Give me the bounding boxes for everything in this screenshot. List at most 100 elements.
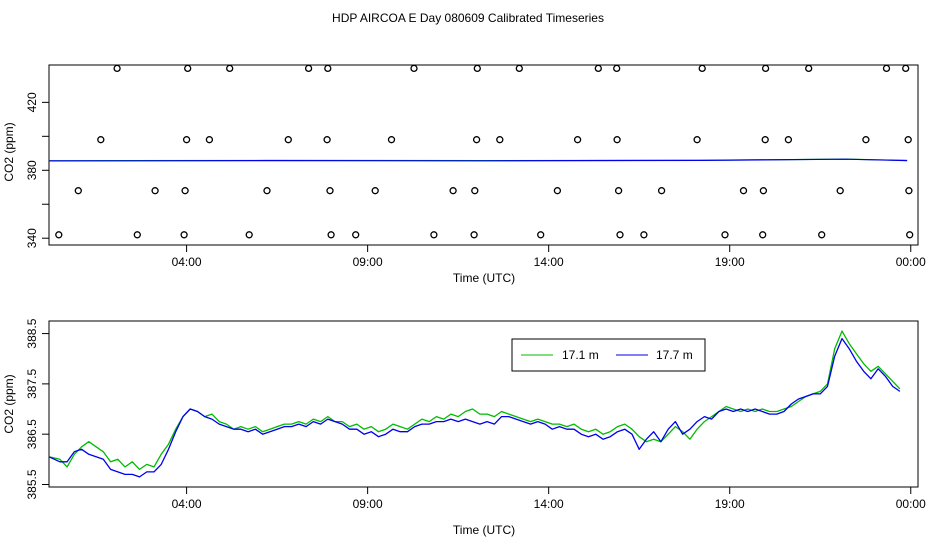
upper-y-axis-label: CO2 (ppm) <box>2 122 16 181</box>
upper-x-tick-label: 09:00 <box>353 255 383 269</box>
lower-x-tick-label: 14:00 <box>534 497 564 511</box>
scatter-point <box>304 64 313 73</box>
lower-y-tick-label: 385.5 <box>25 469 39 499</box>
scatter-point <box>818 231 826 239</box>
lower-plot-frame <box>48 320 919 488</box>
scatter-point <box>594 64 602 73</box>
scatter-point <box>151 187 159 195</box>
scatter-point <box>472 136 481 144</box>
lower-x-axis: 04:00 09:00 14:00 19:00 00:00 <box>172 487 926 511</box>
chart-title: HDP AIRCOA E Day 080609 Calibrated Times… <box>332 11 604 25</box>
scatter-point <box>182 136 191 144</box>
scatter-point <box>761 136 769 144</box>
scatter-point <box>784 136 793 144</box>
upper-y-tick-label: 340 <box>25 228 39 248</box>
upper-plot-frame <box>48 64 919 246</box>
scatter-point <box>862 136 870 144</box>
lower-x-tick-label: 19:00 <box>715 497 745 511</box>
upper-x-tick-label: 04:00 <box>172 255 202 269</box>
scatter-point <box>657 187 666 195</box>
scatter-point <box>721 231 729 239</box>
scatter-point <box>613 64 621 73</box>
scatter-point <box>133 231 141 239</box>
scatter-point <box>759 231 767 239</box>
scatter-point <box>387 136 396 144</box>
scatter-point <box>553 187 562 195</box>
scatter-point <box>613 136 621 144</box>
upper-x-tick-label: 14:00 <box>534 255 564 269</box>
scatter-point <box>352 231 360 239</box>
legend-label-17-1m: 17.1 m <box>562 348 599 362</box>
scatter-point <box>805 64 813 73</box>
lower-x-axis-label: Time (UTC) <box>453 523 515 537</box>
scatter-point <box>693 136 701 144</box>
upper-x-axis-label: Time (UTC) <box>453 271 515 285</box>
upper-y-tick-label: 420 <box>25 92 39 112</box>
lower-x-tick-label: 09:00 <box>353 497 383 511</box>
upper-series-lines <box>48 158 908 162</box>
scatter-point <box>537 231 545 239</box>
scatter-point <box>226 64 234 73</box>
lower-y-tick-label: 386.5 <box>25 419 39 449</box>
scatter-point <box>904 136 912 144</box>
upper-panel: 340 380 420 04:00 09:00 14:00 19:00 00:00 Time… <box>2 64 926 285</box>
scatter-point <box>640 231 648 239</box>
scatter-point <box>327 231 335 239</box>
scatter-point <box>74 187 82 195</box>
scatter-point <box>616 231 624 239</box>
scatter-point <box>184 64 192 73</box>
scatter-point <box>739 187 748 195</box>
scatter-point <box>245 231 253 239</box>
scatter-point <box>496 136 504 144</box>
lower-y-tick-label: 387.5 <box>25 369 39 399</box>
scatter-point <box>902 64 910 73</box>
upper-x-tick-label: 19:00 <box>715 255 745 269</box>
upper-y-tick-label: 380 <box>25 160 39 180</box>
scatter-point <box>836 187 844 195</box>
scatter-point <box>761 64 770 73</box>
scatter-point <box>371 187 379 195</box>
upper-y-axis: 340 380 420 <box>25 92 49 248</box>
lower-series-lines <box>48 330 901 478</box>
upper-scatter-points <box>55 64 914 239</box>
scatter-point <box>410 64 418 73</box>
scatter-point <box>430 231 438 239</box>
lower-y-axis: 385.5 386.5 387.5 388.5 <box>25 318 49 500</box>
lower-y-axis-label: CO2 (ppm) <box>2 374 16 433</box>
scatter-point <box>180 231 188 239</box>
scatter-point <box>614 187 623 195</box>
scatter-point <box>113 64 121 73</box>
lower-y-tick-label: 388.5 <box>25 318 39 348</box>
scatter-point <box>759 187 768 195</box>
lower-series-line-2 <box>48 337 901 478</box>
scatter-point <box>905 187 913 195</box>
scatter-point <box>181 187 189 195</box>
legend-label-17-7m: 17.7 m <box>656 348 693 362</box>
scatter-point <box>263 187 271 195</box>
lower-x-tick-label: 00:00 <box>896 497 926 511</box>
scatter-point <box>55 231 63 239</box>
lower-panel: 385.5 386.5 387.5 388.5 04:00 09:00 14:00 19:0… <box>2 318 926 537</box>
scatter-point <box>698 64 706 73</box>
scatter-point <box>326 187 334 195</box>
scatter-point <box>882 64 891 73</box>
upper-x-tick-label: 00:00 <box>896 255 926 269</box>
legend: 17.1 m 17.7 m <box>511 338 706 372</box>
scatter-point <box>449 187 457 195</box>
scatter-point <box>573 136 582 144</box>
scatter-point <box>906 231 914 239</box>
scatter-point <box>473 64 481 73</box>
scatter-point <box>470 231 478 239</box>
lower-x-tick-label: 04:00 <box>172 497 202 511</box>
scatter-point <box>205 136 214 144</box>
scatter-point <box>471 187 479 195</box>
upper-x-axis: 04:00 09:00 14:00 19:00 00:00 <box>172 245 926 269</box>
lower-series-line-1 <box>48 330 901 471</box>
scatter-point <box>515 64 523 73</box>
scatter-point <box>97 136 105 144</box>
scatter-point <box>324 64 332 73</box>
scatter-point <box>323 136 331 144</box>
upper-series-line-2 <box>48 158 908 162</box>
scatter-point <box>284 136 292 144</box>
